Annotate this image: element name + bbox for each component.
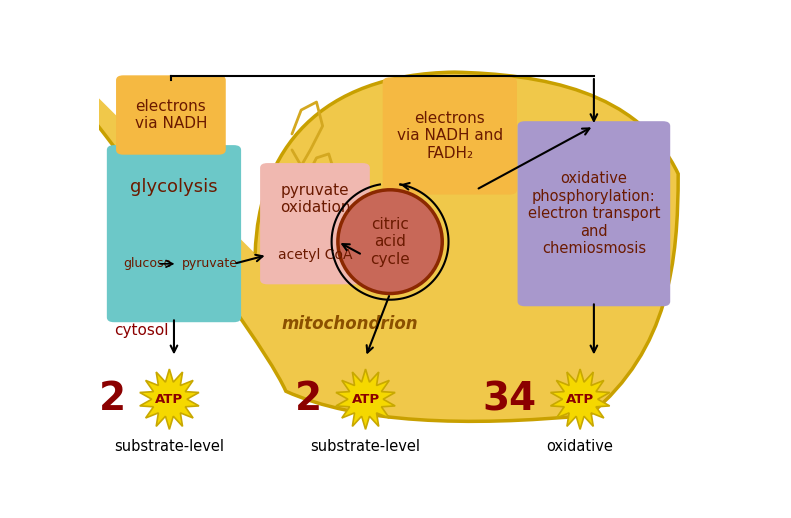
Text: ATP: ATP	[566, 393, 594, 406]
Ellipse shape	[338, 190, 442, 294]
Text: glucose: glucose	[123, 257, 172, 270]
Text: ATP: ATP	[155, 393, 184, 406]
Text: cytosol: cytosol	[114, 323, 168, 338]
Text: 2: 2	[99, 380, 126, 418]
Text: citric
acid
cycle: citric acid cycle	[370, 217, 410, 267]
Text: acetyl CoA: acetyl CoA	[278, 248, 352, 262]
FancyBboxPatch shape	[107, 145, 241, 322]
PathPatch shape	[0, 72, 678, 518]
FancyBboxPatch shape	[260, 163, 370, 284]
Text: substrate-level: substrate-level	[311, 439, 421, 454]
Text: oxidative: oxidative	[547, 439, 614, 454]
Polygon shape	[336, 369, 396, 429]
Text: electrons
via NADH and
FADH₂: electrons via NADH and FADH₂	[397, 111, 503, 161]
Text: mitochondrion: mitochondrion	[282, 315, 418, 334]
Text: pyruvate
oxidation: pyruvate oxidation	[280, 183, 350, 215]
Text: 2: 2	[295, 380, 322, 418]
FancyBboxPatch shape	[383, 77, 517, 195]
Text: electrons
via NADH: electrons via NADH	[134, 99, 207, 131]
Polygon shape	[551, 369, 610, 429]
Text: substrate-level: substrate-level	[115, 439, 225, 454]
Text: 34: 34	[483, 380, 537, 418]
Text: oxidative
phosphorylation:
electron transport
and
chemiosmosis: oxidative phosphorylation: electron tran…	[528, 171, 660, 256]
Text: ATP: ATP	[351, 393, 380, 406]
FancyBboxPatch shape	[116, 75, 225, 155]
Polygon shape	[140, 369, 199, 429]
Text: glycolysis: glycolysis	[131, 178, 218, 196]
Text: pyruvate: pyruvate	[182, 257, 237, 270]
FancyBboxPatch shape	[517, 121, 670, 306]
